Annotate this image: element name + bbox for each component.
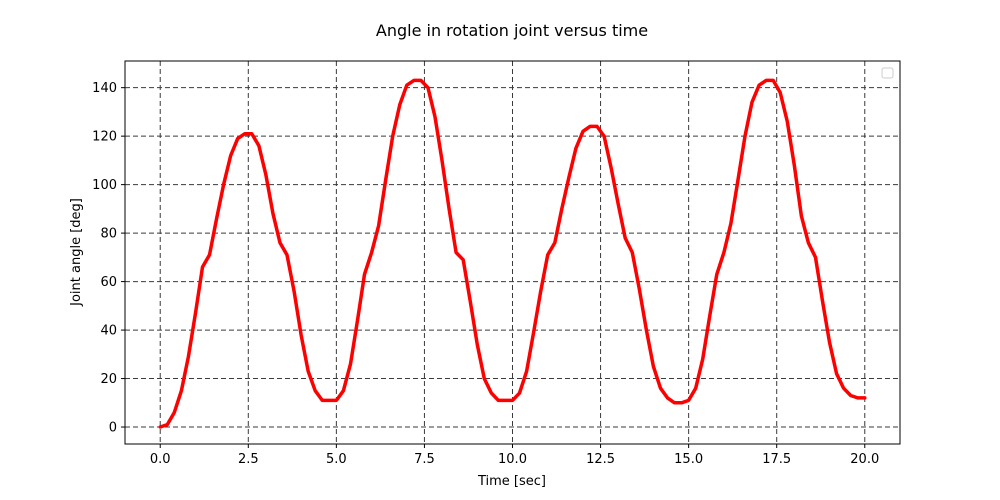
x-axis-ticks: 0.0 2.5 5.0 7.5 10.0 12.5 15.0 17.5 20.0 — [150, 444, 879, 467]
x-tick-label: 17.5 — [762, 452, 791, 467]
y-tick-label: 40 — [100, 324, 117, 339]
legend-box — [881, 67, 894, 79]
series-group — [158, 78, 867, 429]
y-tick-label: 60 — [100, 275, 117, 290]
y-tick-label: 120 — [92, 130, 117, 145]
y-tick-label: 140 — [92, 81, 117, 96]
x-tick-label: 0.0 — [150, 452, 171, 467]
series-line — [158, 78, 867, 429]
y-tick-label: 0 — [109, 421, 117, 436]
x-tick-label: 12.5 — [586, 452, 615, 467]
x-tick-label: 5.0 — [326, 452, 347, 467]
y-axis-label: Joint angle [deg] — [69, 198, 84, 307]
x-tick-label: 2.5 — [238, 452, 259, 467]
x-tick-label: 15.0 — [674, 452, 703, 467]
y-axis-ticks: 0 20 40 60 80 100 120 140 — [92, 81, 125, 436]
chart-title: Angle in rotation joint versus time — [376, 21, 648, 40]
x-tick-label: 10.0 — [498, 452, 527, 467]
x-tick-label: 20.0 — [850, 452, 879, 467]
x-axis-label: Time [sec] — [477, 474, 546, 489]
y-tick-label: 100 — [92, 178, 117, 193]
y-tick-label: 20 — [100, 372, 117, 387]
y-tick-label: 80 — [100, 227, 117, 242]
x-tick-label: 7.5 — [414, 452, 435, 467]
